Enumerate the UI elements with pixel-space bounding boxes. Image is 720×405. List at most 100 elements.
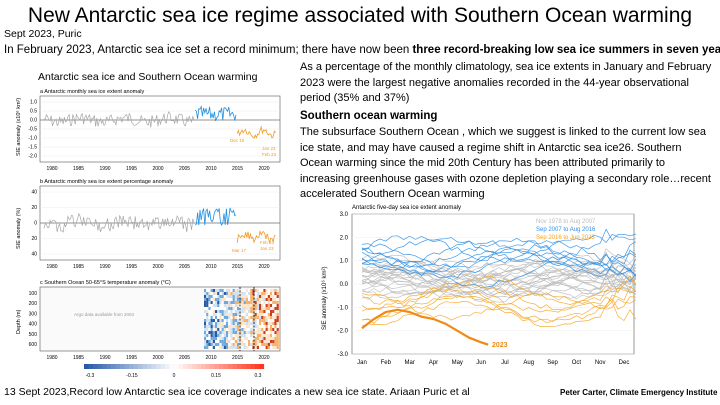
- colorbar-cell: [187, 364, 193, 369]
- heatmap-cell: [272, 295, 275, 298]
- heatmap-cell: [267, 301, 270, 304]
- heatmap-cell: [215, 331, 218, 334]
- colorbar-cell: [165, 364, 170, 369]
- heatmap-cell: [265, 295, 268, 298]
- heatmap-cell: [228, 328, 231, 331]
- heatmap-cell: [237, 304, 240, 307]
- heatmap-cell: [234, 319, 237, 322]
- heatmap-cell: [210, 322, 213, 325]
- paragraph-1: As a percentage of the monthly climatolo…: [300, 61, 712, 104]
- heatmap-cell: [223, 295, 226, 298]
- heatmap-cell: [226, 346, 229, 349]
- heatmap-cell: [270, 298, 273, 301]
- heatmap-cell: [215, 334, 218, 337]
- heatmap-cell: [208, 301, 211, 304]
- panel-a-annotation: Feb 23: [262, 152, 277, 157]
- heatmap-cell: [248, 340, 251, 343]
- heatmap-cell: [259, 322, 262, 325]
- heatmap-cell: [267, 325, 270, 328]
- heatmap-cell: [230, 313, 233, 316]
- heatmap-cell: [234, 340, 237, 343]
- heatmap-cell: [206, 346, 209, 349]
- heatmap-cell: [248, 295, 251, 298]
- heatmap-cell: [208, 307, 211, 310]
- heatmap-cell: [221, 319, 224, 322]
- heatmap-cell: [228, 340, 231, 343]
- heatmap-cell: [232, 295, 235, 298]
- heatmap-cell: [256, 298, 259, 301]
- heatmap-cell: [265, 289, 268, 292]
- heatmap-cell: [245, 295, 248, 298]
- heatmap-cell: [256, 331, 259, 334]
- y-tick-label: 2.0: [340, 235, 349, 241]
- heatmap-cell: [256, 319, 259, 322]
- intro-bold: three record-breaking low sea ice summer…: [412, 44, 720, 56]
- heatmap-cell: [263, 322, 266, 325]
- heatmap-cell: [265, 337, 268, 340]
- footer-citation: 13 Sept 2023,Record low Antarctic sea ic…: [4, 386, 470, 398]
- x-tick-label: 1980: [46, 355, 57, 361]
- heatmap-cell: [232, 340, 235, 343]
- year-line: [361, 250, 637, 282]
- heatmap-cell: [252, 334, 255, 337]
- heatmap-cell: [215, 340, 218, 343]
- heatmap-cell: [221, 301, 224, 304]
- colorbar-cell: [84, 364, 89, 369]
- heatmap-cell: [215, 289, 218, 292]
- heatmap-cell: [263, 316, 266, 319]
- x-tick-label: Oct: [572, 360, 582, 366]
- heatmap-cell: [276, 340, 279, 343]
- heatmap-cell: [226, 292, 229, 295]
- heatmap-cell: [239, 313, 242, 316]
- heatmap-cell: [226, 298, 229, 301]
- heatmap-cell: [206, 331, 209, 334]
- heatmap-cell: [217, 298, 220, 301]
- heatmap-cell: [261, 340, 264, 343]
- heatmap-cell: [250, 331, 253, 334]
- heatmap-cell: [263, 301, 266, 304]
- x-tick-label: 1995: [126, 355, 137, 361]
- heatmap-cell: [208, 319, 211, 322]
- heatmap-cell: [261, 298, 264, 301]
- heatmap-cell: [237, 316, 240, 319]
- left-panel-title: Antarctic sea ice and Southern Ocean war…: [38, 71, 258, 83]
- y-tick-label: 20: [31, 236, 37, 242]
- heatmap-cell: [276, 310, 279, 313]
- legend-entry: Sep 2016 to Jun 2023: [536, 235, 595, 241]
- heatmap-cell: [256, 301, 259, 304]
- heatmap-cell: [230, 337, 233, 340]
- heatmap-cell: [234, 325, 237, 328]
- heatmap-cell: [223, 340, 226, 343]
- legend-entry: Nov 1978 to Aug 2007: [536, 219, 596, 225]
- heatmap-cell: [259, 340, 262, 343]
- heatmap-cell: [212, 295, 215, 298]
- heatmap-cell: [259, 307, 262, 310]
- heatmap-cell: [215, 298, 218, 301]
- heatmap-cell: [239, 295, 242, 298]
- heatmap-cell: [237, 298, 240, 301]
- heatmap-cell: [239, 292, 242, 295]
- colorbar-cell: [228, 364, 233, 369]
- heatmap-cell: [259, 295, 262, 298]
- heatmap-cell: [228, 319, 231, 322]
- heatmap-cell: [204, 322, 207, 325]
- colorbar-cell: [160, 364, 166, 369]
- heatmap-cell: [265, 310, 268, 313]
- year-line: [361, 278, 637, 313]
- heatmap-cell: [223, 337, 226, 340]
- heatmap-cell: [265, 340, 268, 343]
- legend-entry: Sep 2007 to Aug 2016: [536, 227, 596, 233]
- heatmap-cell: [263, 340, 266, 343]
- heatmap-cell: [272, 292, 275, 295]
- heatmap-cell: [272, 325, 275, 328]
- heatmap-cell: [254, 295, 257, 298]
- heatmap-cell: [223, 343, 226, 346]
- heatmap-cell: [243, 343, 246, 346]
- heatmap-cell: [204, 310, 207, 313]
- heatmap-cell: [248, 304, 251, 307]
- y-tick-label: 100: [29, 291, 38, 297]
- heatmap-cell: [226, 343, 229, 346]
- heatmap-cell: [226, 334, 229, 337]
- heatmap-cell: [219, 346, 222, 349]
- heatmap-cell: [248, 313, 251, 316]
